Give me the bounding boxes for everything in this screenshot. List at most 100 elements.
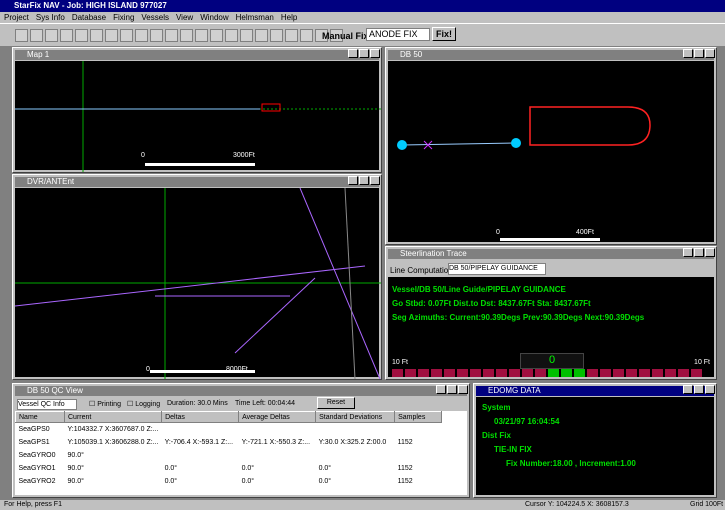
tool-button[interactable] <box>195 29 208 42</box>
bar-cell <box>418 369 429 377</box>
tool-button[interactable] <box>105 29 118 42</box>
reset-button[interactable]: Reset <box>317 397 355 409</box>
column-header: Deltas <box>161 411 240 423</box>
tool-button[interactable] <box>210 29 223 42</box>
window-title: DB 50 <box>388 50 714 60</box>
qc-cell: Y:-721.1 X:-550.3 Z:... <box>241 439 311 446</box>
qc-cell: 90.0° <box>67 452 84 459</box>
qc-cell: Y:105039.1 X:3606288.0 Z:... <box>67 439 159 446</box>
bar-cell <box>470 369 481 377</box>
column-header: Average Deltas <box>238 411 317 423</box>
tool-button[interactable] <box>150 29 163 42</box>
edomg-line: Dist Fix <box>482 431 511 440</box>
window-title: DVR/ANTEnt <box>15 177 379 187</box>
trace-line: Vessel/DB 50/Line Guide/PIPELAY GUIDANCE <box>392 285 566 294</box>
qc-cell: Y:-706.4 X:-593.1 Z:... <box>164 439 234 446</box>
menu-item[interactable]: Vessels <box>141 13 169 22</box>
tool-button[interactable] <box>270 29 283 42</box>
bar-cell <box>548 369 559 377</box>
map2-window: DVR/ANTEnt 0 8000Ft <box>12 174 382 380</box>
qc-cell <box>316 449 395 462</box>
manual-fix-select[interactable]: ANODE FIX <box>366 28 430 41</box>
bar-cell <box>691 369 702 377</box>
tool-button[interactable] <box>180 29 193 42</box>
tool-button[interactable] <box>315 29 328 42</box>
window-title: EDOMG DATA <box>476 386 714 396</box>
time-left: Time Left: 00:04:44 <box>235 400 296 407</box>
left-label: 10 Ft <box>392 359 408 366</box>
menu-item[interactable]: Sys Info <box>35 13 65 22</box>
menu-item[interactable]: Project <box>4 13 29 22</box>
tool-button[interactable] <box>15 29 28 42</box>
duration: Duration: 30.0 Mins <box>167 400 228 407</box>
tool-button[interactable] <box>225 29 238 42</box>
deviation-bar <box>392 369 704 379</box>
tool-button[interactable] <box>120 29 133 42</box>
bar-cell <box>431 369 442 377</box>
qc-cell: 90.0° <box>67 478 84 485</box>
bar-cell <box>405 369 416 377</box>
qc-row: SeaGYRO1 90.0° 0.0° 0.0° 0.0° 1152 <box>16 462 442 475</box>
menu-item[interactable]: View <box>175 13 194 22</box>
scale-start: 0 <box>146 366 150 373</box>
line-select[interactable]: DB 50/PIPELAY GUIDANCE <box>448 263 546 275</box>
tool-button[interactable] <box>300 29 313 42</box>
tool-button[interactable] <box>135 29 148 42</box>
qc-select[interactable]: Vessel QC Info <box>17 399 77 410</box>
tool-button[interactable] <box>255 29 268 42</box>
qc-window: DB 50 QC View Vessel QC Info ☐ Printing … <box>12 383 470 498</box>
map2-canvas <box>14 187 381 380</box>
qc-cell: 0.0° <box>318 478 332 485</box>
tool-button[interactable] <box>60 29 73 42</box>
tool-button[interactable] <box>165 29 178 42</box>
edomg-window: EDOMG DATA System 03/21/97 16:04:54 Dist F… <box>473 383 717 498</box>
tool-button[interactable] <box>240 29 253 42</box>
window-title: Map 1 <box>15 50 379 60</box>
trace-window: Steerlination Trace Line Computation: DB… <box>385 246 717 380</box>
tool-button[interactable] <box>330 29 343 42</box>
map1-canvas <box>15 61 381 172</box>
center-value: 0 <box>520 353 584 369</box>
qc-cell: 90.0° <box>67 465 84 472</box>
qc-cell: SeaGPS0 <box>18 426 50 433</box>
bar-cell <box>535 369 546 377</box>
bar-cell <box>392 369 403 377</box>
qc-cell: SeaGYRO2 <box>18 478 56 485</box>
bar-cell <box>639 369 650 377</box>
qc-cell: 0.0° <box>241 478 255 485</box>
printing-label: Printing <box>97 401 121 408</box>
qc-cell: 0.0° <box>164 465 178 472</box>
logging-label: Logging <box>135 401 161 408</box>
db50-window: DB 50 0 400Ft <box>385 47 717 245</box>
qc-cell <box>316 423 395 437</box>
menu-item[interactable]: Helmsman <box>235 13 274 22</box>
menu-item[interactable]: Window <box>200 13 229 22</box>
menu-item[interactable]: Database <box>71 13 107 22</box>
bar-cell <box>678 369 689 377</box>
bar-cell <box>457 369 468 377</box>
app-title: StarFix NAV - Job: HIGH ISLAND 977027 <box>14 1 167 10</box>
qc-cell <box>395 449 442 462</box>
qc-cell: 0.0° <box>164 478 178 485</box>
menu-bar: Project Sys Info Database Fixing Vessels View… <box>0 12 725 23</box>
printing-check[interactable]: ☐ Printing <box>89 401 121 408</box>
qc-cell: SeaGYRO1 <box>18 465 56 472</box>
qc-table-area: Name Current Deltas Average Deltas Standard … <box>15 411 467 495</box>
tool-icons <box>14 28 344 45</box>
qc-cell <box>239 423 316 437</box>
trace-line: Go Stbd: 0.07Ft Dist.to Dst: 8437.67Ft S… <box>392 299 591 308</box>
fix-button[interactable]: Fix! <box>432 27 456 41</box>
menu-item[interactable]: Fixing <box>113 13 135 22</box>
tool-button[interactable] <box>75 29 88 42</box>
qc-cell: 0.0° <box>318 465 332 472</box>
tool-button[interactable] <box>30 29 43 42</box>
tool-button[interactable] <box>45 29 58 42</box>
trace-line: Seg Azimuths: Current:90.39Degs Prev:90.… <box>392 313 645 322</box>
tool-button[interactable] <box>90 29 103 42</box>
logging-check[interactable]: ☐ Logging <box>127 401 161 408</box>
column-header: Current <box>63 411 163 423</box>
menu-item[interactable]: Help <box>280 13 298 22</box>
tool-button[interactable] <box>285 29 298 42</box>
bar-cell <box>652 369 663 377</box>
qc-cell <box>162 449 239 462</box>
